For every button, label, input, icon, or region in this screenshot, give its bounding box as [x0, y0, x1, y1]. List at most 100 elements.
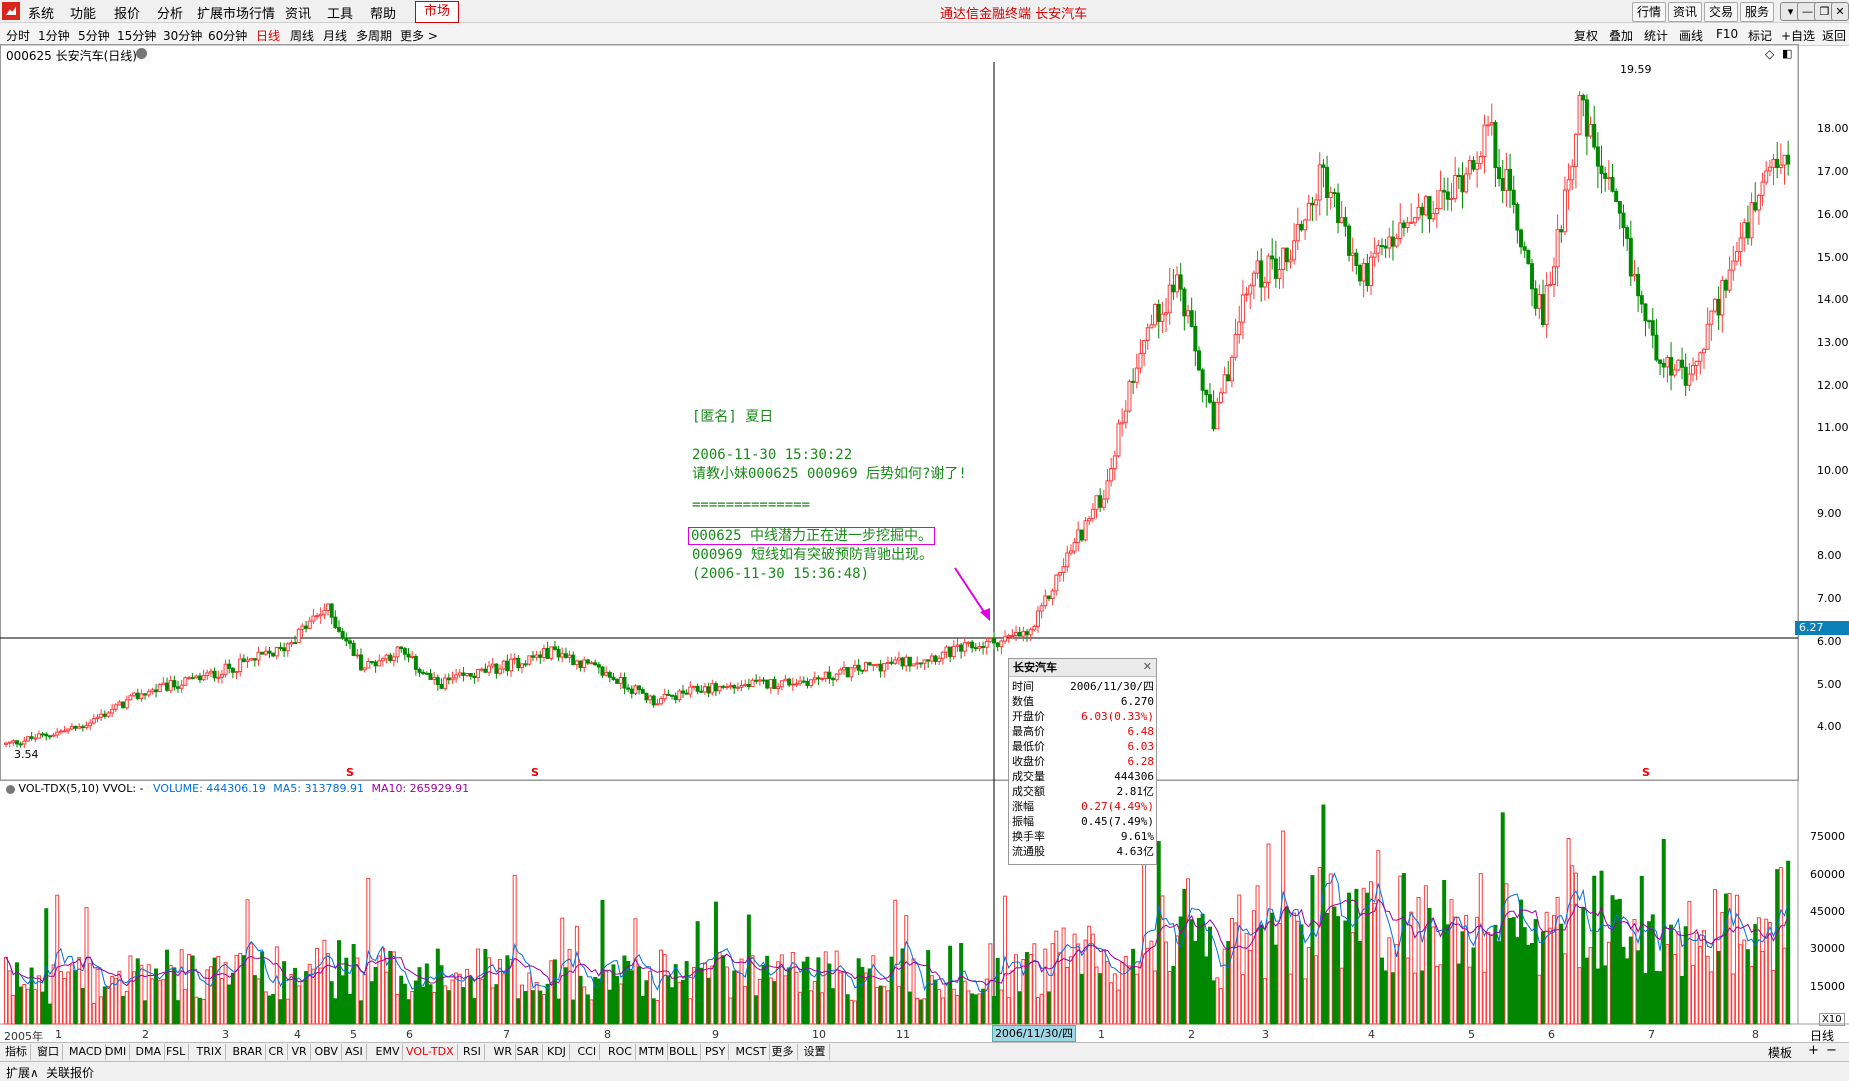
month-label: 8	[604, 1028, 611, 1041]
volume-info: VOL-TDX(5,10) VVOL: - VOLUME: 444306.19 …	[6, 782, 469, 795]
indicator-tab[interactable]: VR	[289, 1044, 311, 1060]
tool-back[interactable]: 返回	[1822, 29, 1847, 43]
indicator-tab[interactable]: OBV	[312, 1044, 342, 1060]
menu-quote[interactable]: 报价	[114, 7, 141, 22]
info-row: 最高价 6.48	[1009, 724, 1156, 739]
annotation-question: 请教小妹000625 000969 后势如何?谢了!	[692, 466, 967, 482]
menu-help[interactable]: 帮助	[370, 7, 397, 22]
indicator-tab[interactable]: RSI	[460, 1044, 485, 1060]
tool-f10[interactable]: F10	[1716, 27, 1739, 41]
tool-draw[interactable]: 画线	[1679, 29, 1704, 43]
month-label: 10	[812, 1028, 826, 1041]
menu-system[interactable]: 系统	[28, 7, 55, 22]
info-value: 0.27(4.49%)	[1081, 800, 1154, 813]
tab-news[interactable]: 资讯	[1668, 2, 1703, 22]
settings-dropdown-icon[interactable]	[136, 48, 147, 59]
panel-icon[interactable]: ◧	[1782, 47, 1793, 60]
template-button[interactable]: 模板	[1768, 1046, 1793, 1060]
indicator-tab[interactable]: 指标	[2, 1044, 31, 1060]
menu-info[interactable]: 资讯	[285, 7, 312, 22]
candlestick-chart[interactable]	[0, 44, 1849, 1042]
tab-trade[interactable]: 交易	[1704, 2, 1739, 22]
indicator-tab[interactable]: DMI	[102, 1044, 131, 1060]
related-quotes-tab[interactable]: 关联报价	[46, 1066, 95, 1080]
indicator-tab[interactable]: TRIX	[194, 1044, 226, 1060]
month-label: 3	[222, 1028, 229, 1041]
indicator-tab[interactable]: DMA	[133, 1044, 165, 1060]
info-value: 6.03(0.33%)	[1081, 710, 1154, 723]
period-1min[interactable]: 1分钟	[38, 29, 70, 43]
period-monthly[interactable]: 月线	[323, 29, 348, 43]
price-tick-label: 16.00	[1817, 207, 1849, 221]
close-icon[interactable]: ✕	[1831, 2, 1849, 21]
period-30min[interactable]: 30分钟	[163, 29, 203, 43]
volume-value: VOLUME: 444306.19	[153, 782, 266, 795]
indicator-tab[interactable]: MTM	[636, 1044, 669, 1060]
indicator-tab[interactable]: VOL-TDX	[403, 1044, 458, 1060]
annotation-reply-time: (2006-11-30 15:36:48)	[692, 566, 870, 582]
info-value: 6.28	[1127, 755, 1155, 768]
tab-service[interactable]: 服务	[1740, 2, 1775, 22]
indicator-tab[interactable]: 更多	[769, 1044, 798, 1060]
annotation-time: 2006-11-30 15:30:22	[692, 447, 853, 463]
close-icon[interactable]: ✕	[1142, 660, 1152, 673]
tool-stats[interactable]: 统计	[1644, 29, 1669, 43]
indicator-dropdown-icon[interactable]	[6, 784, 15, 794]
tool-mark[interactable]: 标记	[1748, 29, 1773, 43]
indicator-tab[interactable]: FSL	[163, 1044, 190, 1060]
signal-marker[interactable]: S	[1642, 766, 1650, 779]
month-label: 9	[712, 1028, 719, 1041]
period-daily[interactable]: 日线	[256, 29, 281, 43]
indicator-tab[interactable]: BOLL	[666, 1044, 702, 1060]
indicator-tab[interactable]: SAR	[514, 1044, 543, 1060]
indicator-tab[interactable]: CCI	[575, 1044, 601, 1060]
indicator-tab[interactable]: ASI	[342, 1044, 367, 1060]
zoom-out-button[interactable]: −	[1826, 1043, 1837, 1058]
data-info-window[interactable]: 长安汽车 ✕ 时间 2006/11/30/四 数值 6.270 开盘价 6.03(0.33…	[1008, 658, 1157, 865]
indicator-tab[interactable]: WR	[491, 1044, 517, 1060]
info-key: 时间	[1012, 680, 1034, 693]
indicator-tab[interactable]: MACD	[66, 1044, 106, 1060]
info-key: 流通股	[1012, 845, 1045, 858]
expand-tab[interactable]: 扩展∧	[6, 1066, 39, 1080]
volume-tick-label: 15000	[1810, 979, 1845, 993]
period-60min[interactable]: 60分钟	[208, 29, 248, 43]
info-row: 收盘价 6.28	[1009, 754, 1156, 769]
indicator-tab[interactable]: PSY	[702, 1044, 730, 1060]
menu-ext-market[interactable]: 扩展市场行情	[197, 7, 276, 22]
tool-add-watch[interactable]: +自选	[1781, 29, 1816, 43]
diamond-icon[interactable]: ◇	[1765, 47, 1775, 61]
period-5min[interactable]: 5分钟	[78, 29, 110, 43]
info-key: 最高价	[1012, 725, 1045, 738]
volume-indicator-name: VOL-TDX(5,10)	[18, 782, 100, 795]
period-15min[interactable]: 15分钟	[117, 29, 157, 43]
indicator-tab[interactable]: KDJ	[544, 1044, 570, 1060]
price-tick-label: 8.00	[1817, 549, 1842, 563]
indicator-tab[interactable]: EMV	[373, 1044, 404, 1060]
tab-quotes[interactable]: 行情	[1632, 2, 1667, 22]
period-multi[interactable]: 多周期	[356, 29, 393, 43]
menu-tools[interactable]: 工具	[327, 7, 354, 22]
market-button[interactable]: 市场	[415, 1, 460, 23]
indicator-tab[interactable]: 窗口	[34, 1044, 63, 1060]
tool-adjust[interactable]: 复权	[1574, 29, 1599, 43]
menu-function[interactable]: 功能	[70, 7, 97, 22]
indicator-tab[interactable]: BRAR	[230, 1044, 267, 1060]
zoom-in-button[interactable]: +	[1808, 1043, 1819, 1058]
period-weekly[interactable]: 周线	[290, 29, 315, 43]
period-tick[interactable]: 分时	[6, 29, 31, 43]
indicator-tab[interactable]: ROC	[605, 1044, 636, 1060]
signal-marker[interactable]: S	[531, 766, 539, 779]
annotation-separator: ==============	[692, 497, 811, 513]
stock-label: 000625 长安汽车(日线)	[6, 49, 137, 63]
tool-overlay[interactable]: 叠加	[1609, 29, 1634, 43]
info-row: 涨幅 0.27(4.49%)	[1009, 799, 1156, 814]
indicator-tab[interactable]: MCST	[733, 1044, 771, 1060]
indicator-tab[interactable]: CR	[266, 1044, 288, 1060]
indicator-tab[interactable]: 设置	[801, 1044, 830, 1060]
info-key: 涨幅	[1012, 800, 1034, 813]
signal-marker[interactable]: S	[346, 766, 354, 779]
period-more[interactable]: 更多 >	[400, 29, 438, 43]
menu-analysis[interactable]: 分析	[157, 7, 184, 22]
info-value: 444306	[1114, 770, 1154, 783]
